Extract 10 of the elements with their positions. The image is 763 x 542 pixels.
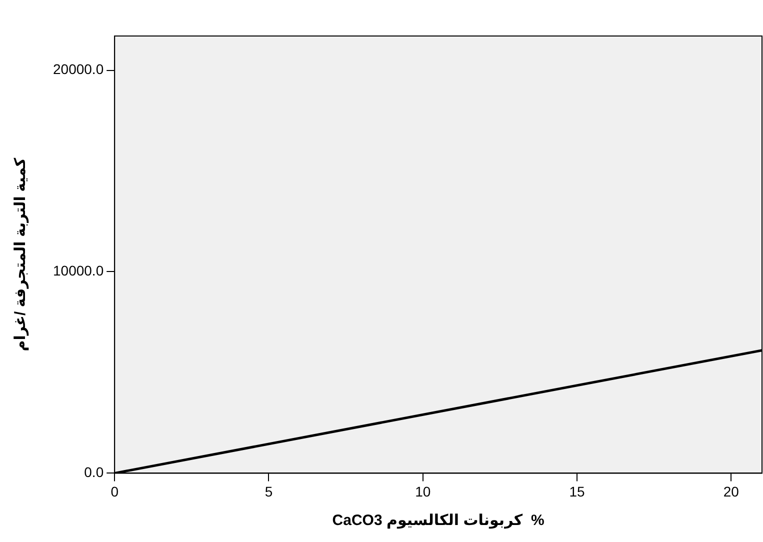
x-tick-label: 5 xyxy=(264,483,273,500)
x-axis-title: CaCO3 كربونات الكالسيوم % xyxy=(332,512,544,530)
y-tick-label: 20000.0 xyxy=(52,61,104,78)
x-tick-label: 10 xyxy=(415,483,431,500)
x-tick-label: 0 xyxy=(110,483,119,500)
y-tick-label: 0.0 xyxy=(84,464,104,480)
y-tick-label: 10000.0 xyxy=(52,262,104,279)
y-axis-title: كمية التربة المتجرفة /غرام xyxy=(12,158,30,352)
x-tick-label: 20 xyxy=(723,483,740,500)
x-tick-label: 15 xyxy=(569,483,586,500)
